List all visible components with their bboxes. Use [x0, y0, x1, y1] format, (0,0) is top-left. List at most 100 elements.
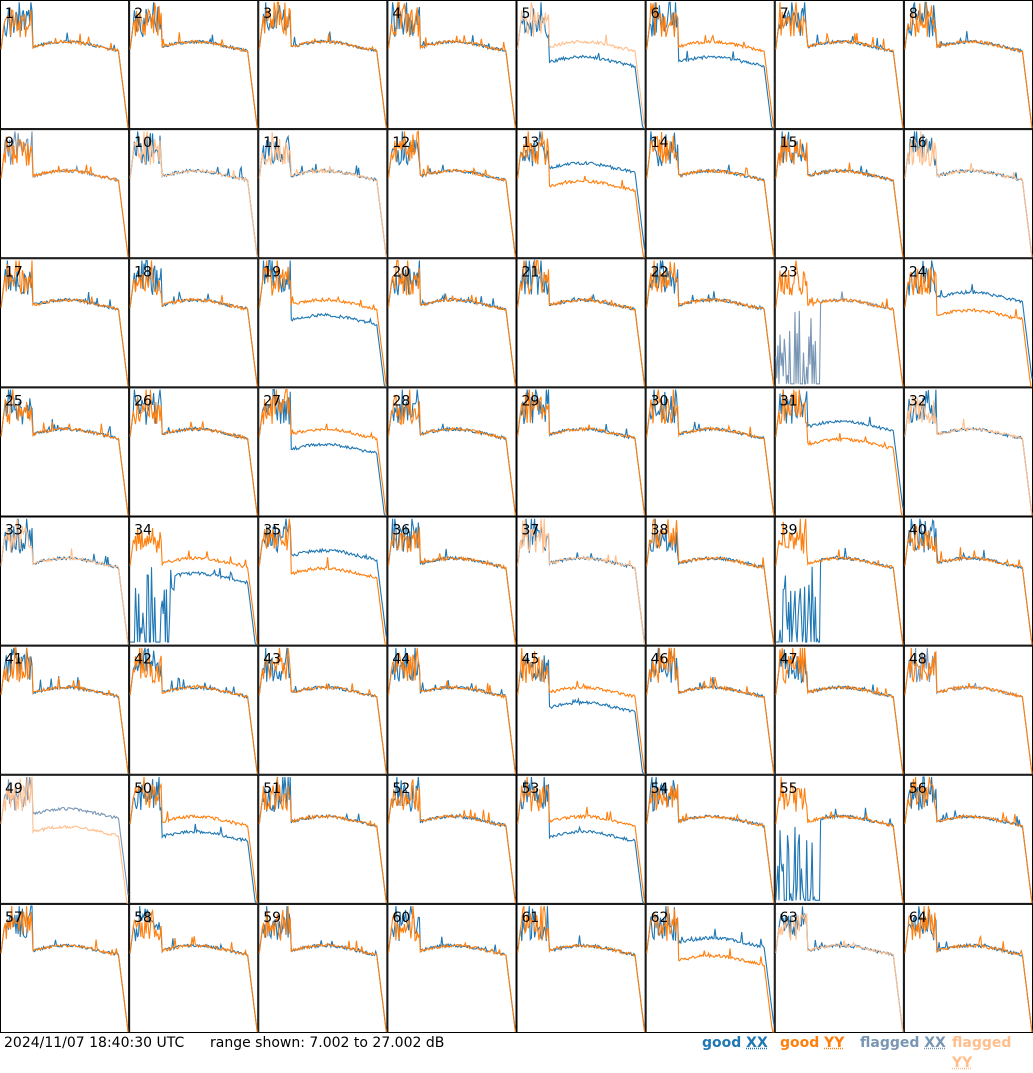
- tile-number: 54: [651, 781, 669, 797]
- series-yy: [516, 518, 646, 645]
- legend-flagged-yy: flagged YY: [952, 1033, 1033, 1073]
- tile-frame: [903, 129, 1033, 259]
- series-yy: [775, 776, 904, 903]
- series-yy: [904, 267, 1032, 387]
- series-yy: [516, 389, 646, 516]
- series-yy: [129, 260, 258, 387]
- series-yy: [775, 912, 904, 1033]
- tile-number: 28: [392, 393, 410, 409]
- tile-number: 56: [909, 781, 927, 797]
- series-xx: [904, 260, 1033, 379]
- series-yy: [775, 389, 903, 517]
- tile-5: 5: [516, 0, 646, 130]
- tile-1: 1: [0, 0, 130, 130]
- series-yy: [0, 906, 129, 1033]
- series-yy: [775, 134, 904, 258]
- series-yy: [646, 131, 775, 258]
- tile-frame: [516, 516, 646, 646]
- series-yy: [904, 394, 1033, 516]
- tile-number: 13: [522, 135, 540, 151]
- series-yy: [516, 647, 646, 774]
- tile-14: 14: [645, 129, 775, 259]
- tile-28: 28: [387, 387, 517, 517]
- series-xx: [775, 291, 904, 387]
- tile-9: 9: [0, 129, 130, 259]
- series-yy: [0, 518, 129, 645]
- series-yy: [0, 136, 129, 258]
- tile-53: 53: [516, 774, 646, 904]
- tile-number: 24: [909, 264, 927, 280]
- legend-good-xx: good XX: [702, 1033, 768, 1053]
- range-shown: range shown: 7.002 to 27.002 dB: [210, 1035, 445, 1051]
- series-yy: [258, 518, 387, 646]
- tile-number: 45: [522, 652, 540, 668]
- series-xx: [516, 776, 645, 904]
- series-xx: [258, 906, 387, 1033]
- tile-number: 5: [522, 6, 531, 22]
- tile-34: 34: [129, 516, 259, 646]
- series-yy: [646, 2, 775, 129]
- tile-frame: [774, 0, 904, 130]
- tile-30: 30: [645, 387, 775, 517]
- series-yy: [129, 647, 258, 774]
- tile-8: 8: [903, 0, 1033, 130]
- legend-flagged-yy-key: flagged: [952, 1035, 1012, 1051]
- series-yy: [387, 906, 517, 1033]
- series-yy: [516, 259, 646, 387]
- tile-52: 52: [387, 774, 517, 904]
- tile-number: 14: [651, 135, 669, 151]
- tile-50: 50: [129, 774, 259, 904]
- tile-number: 26: [134, 393, 152, 409]
- tile-48: 48: [903, 645, 1033, 775]
- series-yy: [258, 1, 387, 129]
- tile-57: 57: [0, 903, 130, 1033]
- tile-3: 3: [258, 0, 388, 130]
- series-yy: [258, 647, 387, 774]
- series-yy: [516, 131, 645, 258]
- tile-number: 4: [392, 6, 401, 22]
- legend-good-yy: good YY: [780, 1033, 844, 1053]
- tile-number: 59: [263, 910, 281, 926]
- series-yy: [646, 906, 774, 1033]
- tile-number: 64: [909, 910, 927, 926]
- series-xx: [0, 518, 129, 645]
- tile-number: 11: [263, 135, 281, 151]
- tile-number: 21: [522, 264, 540, 280]
- tile-number: 2: [134, 6, 143, 22]
- tile-27: 27: [258, 387, 388, 517]
- series-yy: [775, 2, 904, 129]
- tile-23: 23: [774, 258, 904, 388]
- series-xx: [387, 906, 517, 1033]
- tile-number: 8: [909, 6, 918, 22]
- series-yy: [646, 647, 775, 774]
- series-yy: [0, 260, 129, 387]
- tile-64: 64: [903, 903, 1033, 1033]
- tile-number: 29: [522, 393, 540, 409]
- legend-flagged-yy-pol: YY: [952, 1055, 973, 1071]
- tile-number: 19: [263, 264, 281, 280]
- tile-number: 1: [5, 6, 14, 22]
- tile-43: 43: [258, 645, 388, 775]
- series-yy: [904, 2, 1033, 129]
- series-yy: [0, 647, 129, 774]
- tile-51: 51: [258, 774, 388, 904]
- tile-10: 10: [129, 129, 259, 259]
- tile-19: 19: [258, 258, 388, 388]
- tile-60: 60: [387, 903, 517, 1033]
- tile-38: 38: [645, 516, 775, 646]
- tile-32: 32: [903, 387, 1033, 517]
- tile-18: 18: [129, 258, 259, 388]
- tile-number: 16: [909, 135, 927, 151]
- tile-number: 7: [780, 6, 789, 22]
- tile-number: 55: [780, 781, 798, 797]
- tile-16: 16: [903, 129, 1033, 259]
- tile-frame: [129, 387, 259, 517]
- tile-number: 62: [651, 910, 669, 926]
- series-yy: [387, 259, 517, 387]
- tile-29: 29: [516, 387, 646, 517]
- tile-number: 63: [780, 910, 798, 926]
- series-yy: [129, 776, 258, 903]
- series-yy: [387, 779, 517, 903]
- tile-number: 20: [392, 264, 410, 280]
- tile-37: 37: [516, 516, 646, 646]
